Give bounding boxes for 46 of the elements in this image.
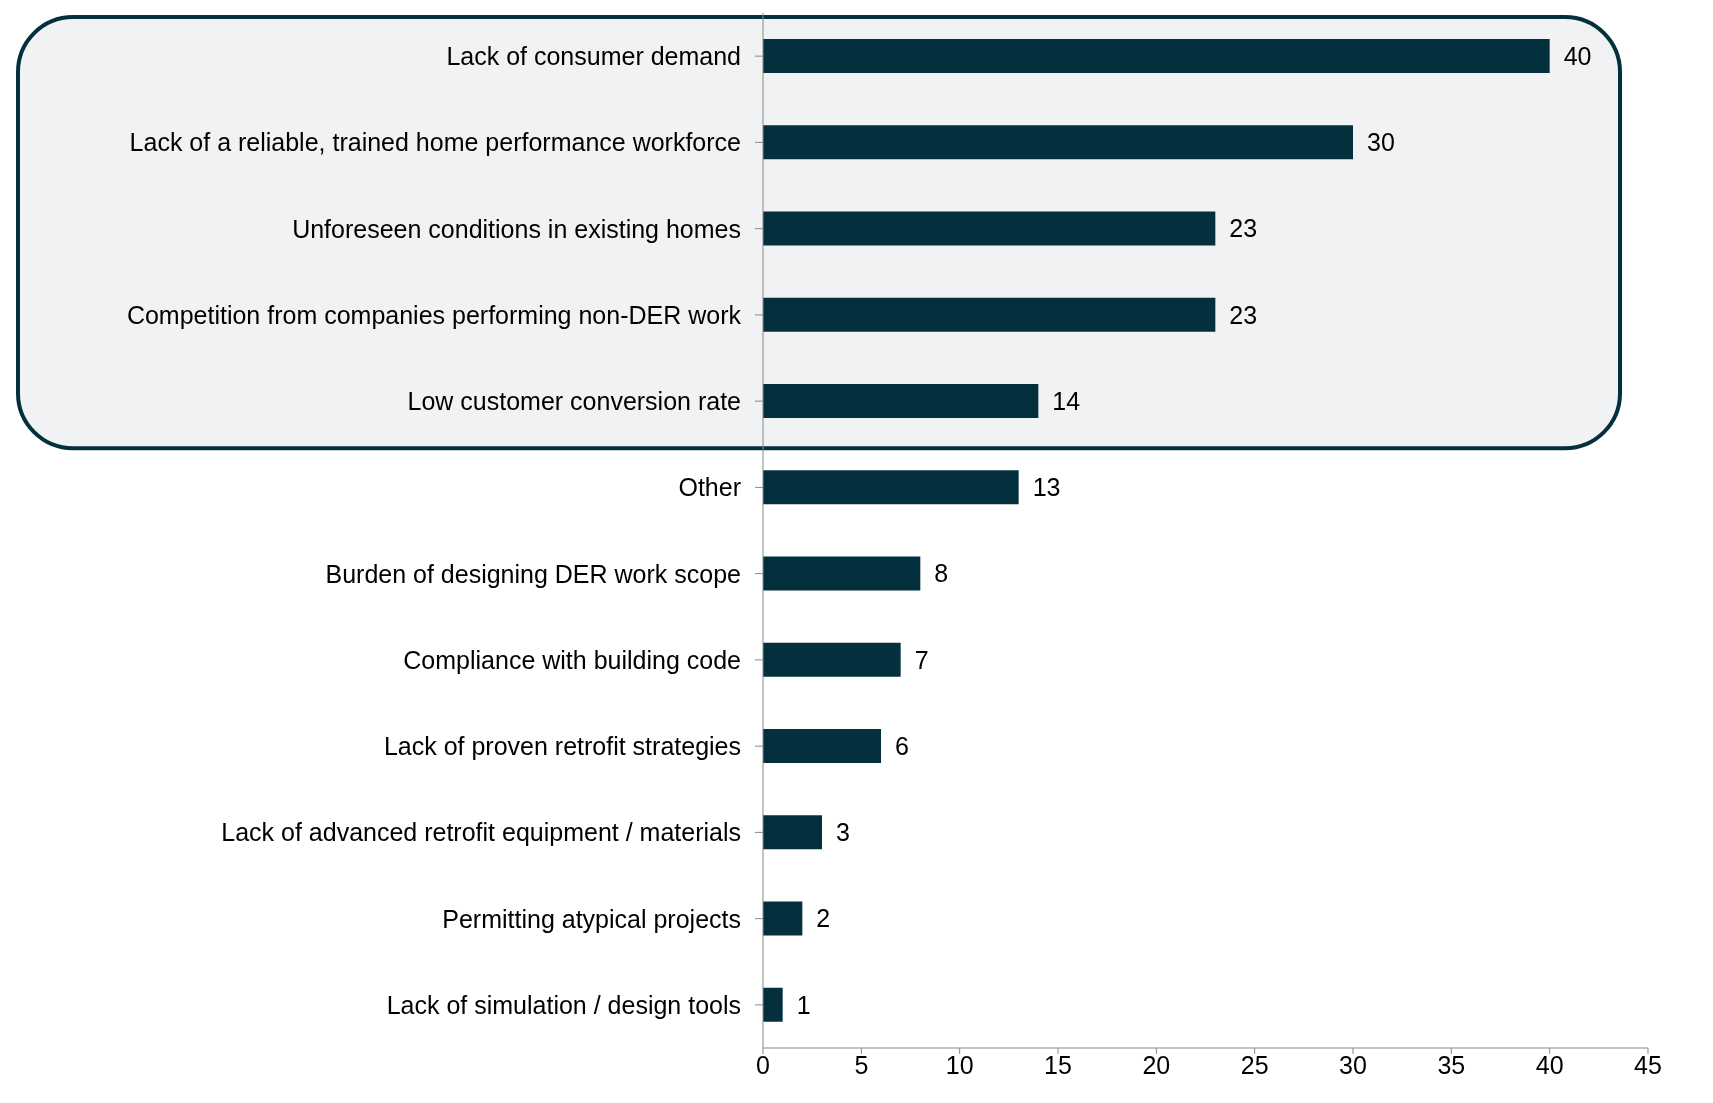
x-tick-label: 10 bbox=[945, 1050, 974, 1079]
y-tick-label: Low customer conversion rate bbox=[407, 387, 741, 415]
bar bbox=[763, 297, 1216, 332]
y-tick-label: Permitting atypical projects bbox=[442, 904, 741, 933]
bar bbox=[763, 470, 1019, 505]
bar bbox=[763, 384, 1039, 418]
bar bbox=[763, 729, 881, 763]
y-tick-label: Lack of simulation / design tools bbox=[386, 990, 741, 1019]
x-tick-label: 15 bbox=[1044, 1050, 1072, 1079]
y-tick-label: Lack of proven retrofit strategies bbox=[383, 732, 741, 760]
data-label: 1 bbox=[796, 990, 811, 1019]
x-tick-label: 45 bbox=[1634, 1050, 1662, 1079]
x-tick-label: 25 bbox=[1240, 1050, 1269, 1079]
data-label: 23 bbox=[1229, 214, 1258, 243]
y-tick-label: Lack of a reliable, trained home performance workforce bbox=[129, 128, 741, 157]
y-tick-label: Lack of advanced retrofit equipment / materials bbox=[221, 818, 741, 847]
data-label: 30 bbox=[1367, 128, 1395, 157]
x-tick-label: 35 bbox=[1437, 1050, 1466, 1079]
y-tick-label: Unforeseen conditions in existing homes bbox=[292, 214, 741, 243]
x-tick-label: 40 bbox=[1535, 1050, 1564, 1079]
data-label: 2 bbox=[816, 904, 831, 933]
y-tick-label: Lack of consumer demand bbox=[446, 42, 741, 70]
bar bbox=[763, 556, 921, 591]
data-label: 40 bbox=[1563, 41, 1592, 70]
bar bbox=[763, 815, 822, 850]
data-label: 14 bbox=[1052, 386, 1081, 415]
bar bbox=[763, 125, 1353, 160]
y-tick-label: Other bbox=[678, 473, 741, 502]
data-label: 3 bbox=[836, 818, 850, 847]
y-tick-label: Burden of designing DER work scope bbox=[325, 559, 741, 588]
data-label: 23 bbox=[1229, 300, 1258, 329]
x-tick-label: 5 bbox=[854, 1050, 869, 1079]
bar bbox=[763, 642, 901, 677]
data-label: 6 bbox=[895, 731, 909, 760]
data-label: 7 bbox=[914, 645, 929, 674]
x-tick-label: 20 bbox=[1142, 1050, 1171, 1079]
data-label: 8 bbox=[934, 559, 949, 588]
bar bbox=[763, 39, 1550, 73]
bar bbox=[763, 901, 803, 936]
bar bbox=[763, 211, 1216, 246]
y-tick-label: Compliance with building code bbox=[403, 645, 741, 674]
y-tick-label: Competition from companies performing non-DER work bbox=[126, 300, 742, 329]
x-tick-label: 0 bbox=[756, 1050, 770, 1079]
x-tick-label: 30 bbox=[1339, 1050, 1367, 1079]
data-label: 13 bbox=[1032, 473, 1061, 502]
bar bbox=[763, 987, 783, 1022]
